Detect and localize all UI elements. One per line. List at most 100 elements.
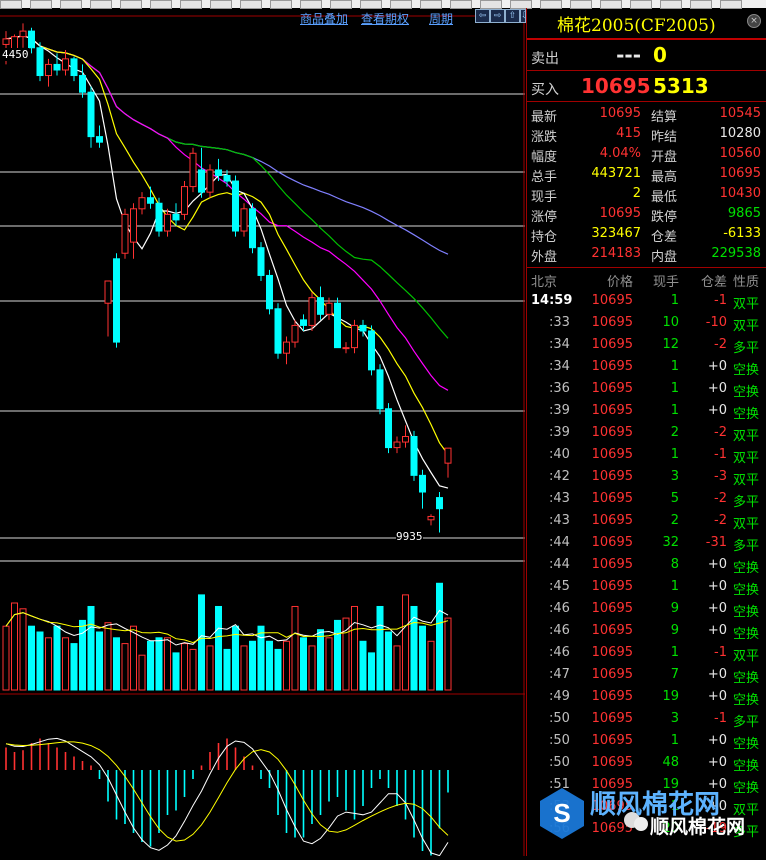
toolbar-tab[interactable] bbox=[660, 0, 682, 9]
tick-row[interactable]: :44 10695 8 +0 空换 bbox=[527, 554, 766, 576]
toolbar-tab[interactable] bbox=[90, 0, 112, 9]
quote-stats: 最新 10695 结算 10545 涨跌 415 昨结 10280 幅度 4.04% 开盘 10560… bbox=[527, 102, 766, 268]
stat-value: 9865 bbox=[727, 206, 761, 221]
tick-row[interactable]: :42 10695 3 -3 双平 bbox=[527, 466, 766, 488]
tick-row[interactable]: :47 10695 7 +0 空换 bbox=[527, 664, 766, 686]
volume-bar bbox=[164, 637, 171, 691]
tick-nature: 空换 bbox=[733, 385, 760, 400]
nav-left-icon[interactable]: ⇦ bbox=[475, 9, 490, 23]
volume-bar bbox=[87, 605, 95, 691]
tick-volume: 19 bbox=[662, 777, 679, 792]
bid-label: 买入 bbox=[531, 82, 559, 98]
tick-time: :40 bbox=[549, 447, 570, 462]
tick-row[interactable]: :43 10695 2 -2 双平 bbox=[527, 510, 766, 532]
toolbar-tab[interactable] bbox=[720, 0, 742, 9]
toolbar-tab[interactable] bbox=[120, 0, 142, 9]
toolbar-tab[interactable] bbox=[270, 0, 292, 9]
toolbar-tab[interactable] bbox=[570, 0, 592, 9]
tick-row[interactable]: :50 10695 3 -1 多平 bbox=[527, 708, 766, 730]
tick-time: :33 bbox=[549, 315, 570, 330]
candle-body bbox=[62, 58, 69, 71]
tick-volume: 48 bbox=[662, 755, 679, 770]
tick-row[interactable]: :33 10695 10 -10 双平 bbox=[527, 312, 766, 334]
candle-body bbox=[291, 324, 299, 343]
ask-volume: 0 bbox=[653, 43, 667, 67]
candle-body bbox=[274, 308, 282, 354]
tick-price: 10695 bbox=[591, 425, 633, 440]
stat-label: 总手 bbox=[531, 170, 558, 185]
nav-right-icon[interactable]: ⇨ bbox=[490, 9, 505, 23]
toolbar-tab[interactable] bbox=[0, 0, 22, 9]
tick-nature: 空换 bbox=[733, 627, 760, 642]
toolbar-tab[interactable] bbox=[30, 0, 52, 9]
stat-row: 总手 443721 最高 10695 bbox=[527, 164, 766, 185]
tick-row[interactable]: :49 10695 19 +0 空换 bbox=[527, 686, 766, 708]
volume-bar bbox=[223, 648, 231, 691]
stat-label: 涨停 bbox=[531, 210, 558, 225]
macd-dea-line bbox=[5, 741, 449, 842]
tick-row[interactable]: :36 10695 1 +0 空换 bbox=[527, 378, 766, 400]
tick-volume: 10 bbox=[662, 315, 679, 330]
tick-row[interactable]: :34 10695 12 -2 多平 bbox=[527, 334, 766, 356]
stat-label: 外盘 bbox=[531, 250, 558, 265]
tick-oi-change: -1 bbox=[714, 447, 727, 462]
tick-time: :46 bbox=[549, 623, 570, 638]
candle-body bbox=[368, 330, 375, 371]
tick-row[interactable]: :50 10695 48 +0 空换 bbox=[527, 752, 766, 774]
tick-row[interactable]: :45 10695 1 +0 空换 bbox=[527, 576, 766, 598]
view-options-link[interactable]: 查看期权 bbox=[361, 12, 410, 26]
toolbar-tab[interactable] bbox=[630, 0, 652, 9]
kline-chart[interactable] bbox=[0, 8, 525, 856]
tick-row[interactable]: :40 10695 1 -1 双平 bbox=[527, 444, 766, 466]
toolbar-tab[interactable] bbox=[210, 0, 232, 9]
toolbar-tab[interactable] bbox=[510, 0, 532, 9]
toolbar-tab[interactable] bbox=[690, 0, 712, 9]
stat-row: 涨停 10695 跌停 9865 bbox=[527, 204, 766, 225]
tick-row[interactable]: :44 10695 32 -31 多平 bbox=[527, 532, 766, 554]
toolbar-tab[interactable] bbox=[540, 0, 562, 9]
tick-time: 14:59 bbox=[531, 293, 573, 308]
tick-row[interactable]: :46 10695 1 -1 双平 bbox=[527, 642, 766, 664]
tick-row[interactable]: :51 10695 19 +0 空换 bbox=[527, 774, 766, 796]
tick-row[interactable]: :39 10695 2 -2 双平 bbox=[527, 422, 766, 444]
tick-oi-change: +0 bbox=[707, 733, 727, 748]
tick-row[interactable]: :43 10695 5 -2 多平 bbox=[527, 488, 766, 510]
kline-chart-panel[interactable]: 商品叠加 查看期权 周期 ⇦ ⇨ ⇧ ⇩ 4450 9935 bbox=[0, 8, 526, 856]
tick-price: 10695 bbox=[591, 403, 633, 418]
toolbar-tab[interactable] bbox=[600, 0, 622, 9]
toolbar-tab[interactable] bbox=[60, 0, 82, 9]
tick-time: :39 bbox=[549, 403, 570, 418]
toolbar-tab[interactable] bbox=[330, 0, 352, 9]
toolbar-tab[interactable] bbox=[360, 0, 382, 9]
toolbar-tab[interactable] bbox=[300, 0, 322, 9]
tick-volume: 1 bbox=[670, 447, 679, 462]
tick-row[interactable]: :39 10695 1 +0 空换 bbox=[527, 400, 766, 422]
toolbar-tab[interactable] bbox=[180, 0, 202, 9]
tick-row[interactable]: 14:59 10695 1 -1 双平 bbox=[527, 290, 766, 312]
toolbar-tab[interactable] bbox=[420, 0, 442, 9]
tick-price: 10695 bbox=[591, 645, 633, 660]
nav-up-icon[interactable]: ⇧ bbox=[505, 9, 520, 23]
tick-oi-change: -1 bbox=[714, 711, 727, 726]
tick-volume: 1 bbox=[670, 799, 679, 814]
nav-down-icon[interactable]: ⇩ bbox=[520, 9, 526, 23]
toolbar-tab[interactable] bbox=[150, 0, 172, 9]
tick-price: 10695 bbox=[591, 579, 633, 594]
overlay-product-link[interactable]: 商品叠加 bbox=[300, 12, 349, 26]
volume-bar bbox=[11, 602, 18, 691]
toolbar-tab[interactable] bbox=[450, 0, 472, 9]
tick-row[interactable]: :46 10695 9 +0 空换 bbox=[527, 620, 766, 642]
toolbar-tab[interactable] bbox=[480, 0, 502, 9]
close-icon[interactable]: × bbox=[747, 14, 761, 28]
toolbar-tab[interactable] bbox=[240, 0, 262, 9]
tick-table[interactable]: 14:59 10695 1 -1 双平:33 10695 10 -10 双平:34 10695 12… bbox=[527, 290, 766, 840]
watermark: S 顺风棉花网 顺风棉花网 bbox=[520, 770, 766, 856]
tick-row[interactable]: :46 10695 9 +0 空换 bbox=[527, 598, 766, 620]
tick-row[interactable]: :34 10695 1 +0 空换 bbox=[527, 356, 766, 378]
volume-bar bbox=[359, 640, 367, 691]
candle-body bbox=[189, 152, 197, 188]
volume-bar bbox=[189, 648, 197, 691]
tick-row[interactable]: :50 10695 1 +0 空换 bbox=[527, 730, 766, 752]
period-link[interactable]: 周期 bbox=[429, 12, 454, 26]
toolbar-tab[interactable] bbox=[390, 0, 412, 9]
